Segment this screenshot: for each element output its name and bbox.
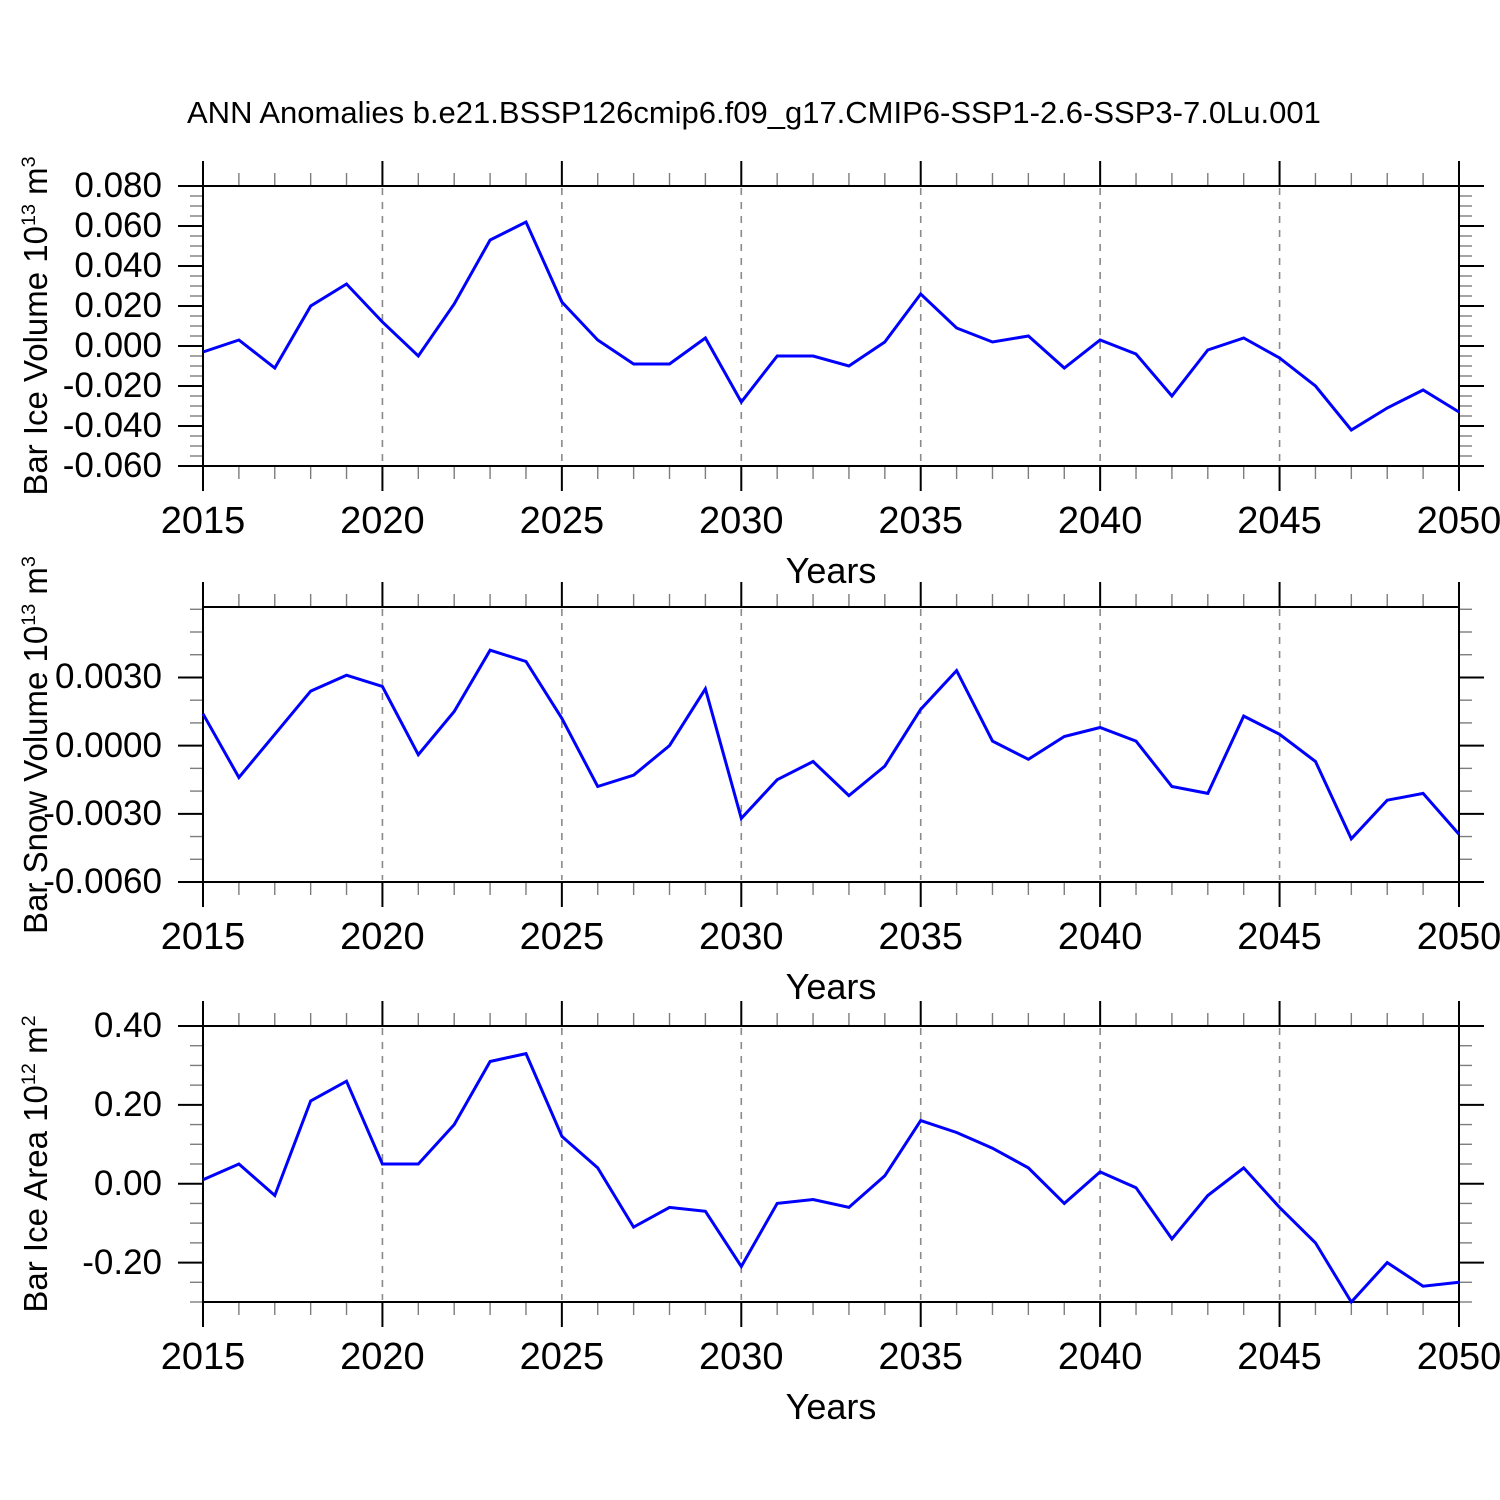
x-axis-title-years-1: Years	[785, 550, 877, 591]
y-tick-label: 0.080	[74, 166, 162, 205]
x-tick-label: 2040	[1057, 916, 1143, 958]
x-tick-label: 2040	[1057, 1336, 1143, 1378]
y-tick-label: -0.020	[62, 366, 162, 405]
y-tick-label: -0.040	[62, 406, 162, 445]
y-tick-label: 0.40	[93, 1006, 162, 1045]
x-tick-label: 2020	[340, 916, 425, 958]
y-tick-label: -0.20	[82, 1242, 162, 1282]
y-tick-label: 0.20	[93, 1084, 162, 1124]
plot-frame	[202, 185, 1460, 467]
x-tick-label: 2025	[519, 916, 605, 958]
x-tick-label: 2015	[160, 500, 246, 542]
y-tick-label: 0.060	[74, 206, 162, 245]
figure-title: ANN Anomalies b.e21.BSSP126cmip6.f09_g17…	[187, 95, 1321, 130]
x-axis-title-years-2: Years	[785, 966, 877, 1007]
data-line	[202, 219, 1460, 432]
plot-frame	[202, 606, 1460, 883]
x-tick-label: 2035	[878, 1336, 963, 1378]
subplot-1	[178, 161, 1484, 491]
data-line	[201, 648, 1461, 842]
x-tick-label: 2050	[1416, 916, 1500, 958]
y-tick-label: 0.0030	[54, 657, 162, 697]
plot-frame	[202, 1025, 1460, 1303]
y-tick-label: 0.00	[93, 1163, 162, 1203]
x-tick-label: 2025	[519, 1336, 605, 1378]
y-tick-label: 0.020	[74, 286, 162, 325]
x-tick-label: 2030	[699, 916, 784, 958]
x-tick-label: 2025	[519, 500, 605, 542]
x-tick-label: 2015	[160, 916, 246, 958]
x-tick-label: 2035	[878, 916, 963, 958]
y-tick-label: -0.060	[62, 446, 162, 485]
y-tick-label: -0.0060	[43, 862, 162, 901]
x-tick-label: 2035	[878, 500, 963, 542]
data-line	[202, 1051, 1460, 1305]
y-tick-label: -0.0030	[43, 793, 162, 833]
x-tick-label: 2045	[1237, 500, 1322, 542]
y-tick-label: 0.000	[74, 326, 162, 365]
x-tick-label: 2045	[1237, 916, 1322, 958]
x-axis-title-years-3: Years	[785, 1386, 877, 1427]
x-tick-label: 2015	[160, 1336, 246, 1378]
x-tick-label: 2040	[1057, 500, 1143, 542]
x-tick-label: 2030	[699, 500, 784, 542]
y-tick-label: 0.040	[74, 246, 162, 285]
x-tick-label: 2050	[1416, 1336, 1500, 1378]
y-tick-label: 0.0000	[54, 725, 162, 765]
x-tick-label: 2045	[1237, 1336, 1322, 1378]
x-tick-label: 2020	[340, 500, 425, 542]
x-tick-label: 2020	[340, 1336, 425, 1378]
x-tick-label: 2030	[699, 1336, 784, 1378]
subplot-3	[178, 1001, 1484, 1327]
x-tick-label: 2050	[1416, 500, 1500, 542]
subplot-2	[178, 582, 1484, 907]
